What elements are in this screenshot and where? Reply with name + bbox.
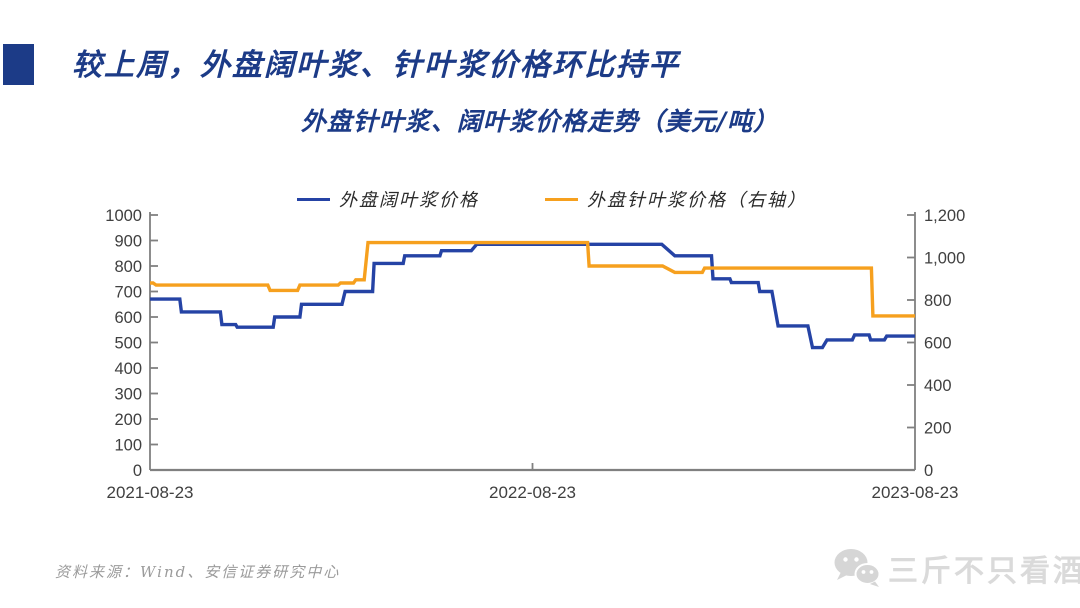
legend-label-softwood-pulp: 外盘针叶浆价格（右轴）	[587, 190, 807, 211]
chart-legend: 外盘阔叶浆价格 外盘针叶浆价格（右轴）	[0, 186, 1080, 212]
svg-text:400: 400	[924, 377, 952, 395]
watermark-text: 三斤不只看酒	[888, 555, 1080, 588]
axis-labels: 0 100 200 300 400 500 600 700 800 900 1000 0 200 400 6…	[105, 207, 965, 502]
svg-text:800: 800	[924, 292, 952, 310]
svg-text:600: 600	[924, 335, 952, 353]
svg-text:500: 500	[114, 335, 142, 353]
svg-text:300: 300	[114, 386, 142, 404]
svg-text:0: 0	[133, 462, 142, 480]
legend-swatch-orange	[545, 197, 578, 201]
svg-text:100: 100	[114, 437, 142, 455]
svg-text:2022-08-23: 2022-08-23	[489, 483, 576, 502]
page-title: 较上周，外盘阔叶浆、针叶浆价格环比持平	[72, 48, 680, 83]
svg-text:200: 200	[924, 420, 952, 438]
series-line-0	[150, 242, 915, 350]
series-line-1	[150, 240, 915, 318]
chart-title: 外盘针叶浆、阔叶浆价格走势（美元/吨）	[300, 107, 780, 136]
watermark: 三斤不只看酒	[833, 546, 1080, 590]
svg-text:1,200: 1,200	[924, 207, 965, 225]
svg-text:800: 800	[114, 258, 142, 276]
svg-text:900: 900	[114, 233, 142, 251]
svg-text:1,000: 1,000	[924, 250, 965, 268]
svg-text:1000: 1000	[105, 207, 142, 225]
legend-label-hardwood-pulp: 外盘阔叶浆价格	[339, 190, 479, 211]
svg-text:2021-08-23: 2021-08-23	[107, 483, 194, 502]
svg-text:400: 400	[114, 360, 142, 378]
svg-text:600: 600	[114, 309, 142, 327]
title-accent-square	[3, 44, 34, 85]
svg-text:2023-08-23: 2023-08-23	[872, 483, 959, 502]
legend-swatch-blue	[297, 197, 330, 201]
source-note: 资料来源：Wind、安信证券研究中心	[55, 563, 341, 581]
svg-text:700: 700	[114, 284, 142, 302]
legend-item-hardwood-pulp: 外盘阔叶浆价格	[297, 186, 479, 212]
svg-text:200: 200	[114, 411, 142, 429]
legend-item-softwood-pulp: 外盘针叶浆价格（右轴）	[545, 186, 807, 212]
wechat-icon	[834, 549, 881, 587]
axes	[149, 212, 916, 472]
svg-text:0: 0	[924, 462, 933, 480]
